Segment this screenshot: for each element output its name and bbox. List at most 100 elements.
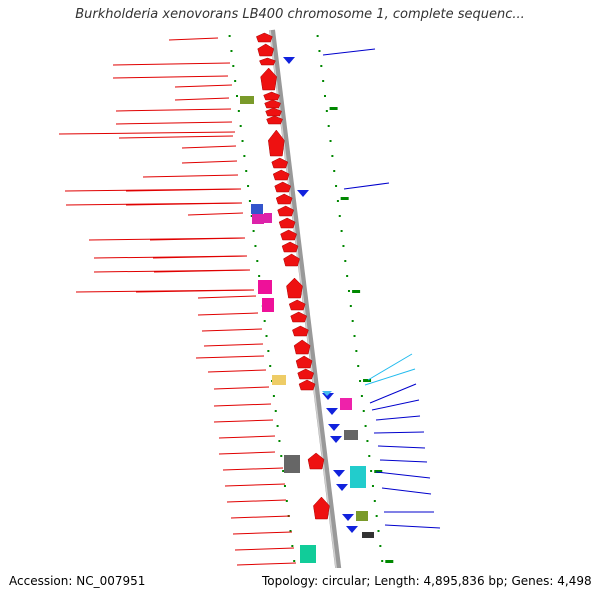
gene-feature-red xyxy=(256,32,273,43)
ring-dot-outer xyxy=(351,320,354,322)
ring-dot-inner xyxy=(289,530,292,532)
ring-dot-inner xyxy=(228,35,231,37)
ring-dot-outer xyxy=(347,290,350,292)
gene-feature-magenta xyxy=(252,214,264,224)
ring-dot-outer xyxy=(381,560,384,562)
ring-dot-inner xyxy=(252,230,255,232)
gene-feature-magenta xyxy=(264,213,272,223)
left-leader-line xyxy=(115,108,232,112)
left-leader-line xyxy=(125,188,242,192)
ring-dot-outer xyxy=(335,185,338,187)
backbone-layer xyxy=(269,29,346,600)
gene-feature-red xyxy=(295,355,313,369)
right-leader-line xyxy=(381,487,432,495)
gene-feature-red xyxy=(264,99,281,109)
gene-feature-red xyxy=(274,181,292,193)
kbp-tick-mark xyxy=(340,197,349,200)
ring-dot-outer xyxy=(377,530,380,532)
gene-feature-red xyxy=(271,157,289,169)
ring-dot-inner xyxy=(258,275,261,277)
gene-feature-dark xyxy=(362,532,374,538)
ring-dot-outer xyxy=(318,50,321,52)
left-leader-line xyxy=(115,121,233,125)
left-leader-line xyxy=(222,467,284,471)
gene-feature-magenta xyxy=(340,398,352,410)
ring-dot-outer xyxy=(355,350,358,352)
gene-feature-red xyxy=(298,379,316,391)
gene-feature-red xyxy=(265,107,282,117)
ring-dot-inner xyxy=(245,170,248,172)
left-leader-line xyxy=(207,369,267,373)
ring-dot-inner xyxy=(265,335,268,337)
ring-dot-inner xyxy=(272,395,275,397)
ring-dot-outer xyxy=(338,215,341,217)
gene-feature-teal xyxy=(300,545,316,563)
left-leader-line xyxy=(174,84,233,88)
left-leader-line xyxy=(149,237,246,241)
ring-dot-outer xyxy=(323,95,326,97)
gene-feature-red xyxy=(260,67,277,91)
ring-dot-inner xyxy=(248,200,251,202)
ring-dot-outer xyxy=(329,140,332,142)
right-leader-line xyxy=(322,48,376,56)
gene-feature-red xyxy=(297,368,315,380)
gene-feature-red xyxy=(277,205,294,217)
ring-dot-inner xyxy=(267,350,270,352)
gene-feature-red xyxy=(307,452,325,470)
left-leader-line xyxy=(234,547,295,551)
rna-feature-cyan xyxy=(322,391,332,396)
ring-dot-outer xyxy=(320,65,323,67)
gene-feature-blue-arrow xyxy=(328,424,340,431)
ring-dot-outer xyxy=(346,275,349,277)
left-leader-line xyxy=(181,145,237,149)
ring-dot-inner xyxy=(241,140,244,142)
gene-feature-blue-arrow xyxy=(297,190,309,197)
ring-dot-inner xyxy=(256,260,259,262)
left-leader-line xyxy=(213,419,274,423)
ring-dot-outer xyxy=(379,545,382,547)
gene-feature-cyan xyxy=(350,466,366,488)
ring-dot-inner xyxy=(293,560,296,562)
left-leader-line xyxy=(153,269,251,273)
gene-feature-red xyxy=(280,229,297,241)
footer-band xyxy=(0,568,600,600)
gene-feature-red xyxy=(281,241,299,253)
gene-feature-red xyxy=(292,325,309,337)
gene-feature-red xyxy=(293,339,311,355)
right-leader-line xyxy=(377,445,426,449)
kbp-tick-mark xyxy=(385,560,394,563)
gene-feature-red xyxy=(259,57,276,66)
ring-dot-outer xyxy=(373,500,376,502)
kbp-tick-mark xyxy=(329,107,338,110)
left-leader-line xyxy=(224,483,286,487)
ring-dot-inner xyxy=(235,95,238,97)
ring-dot-outer xyxy=(322,80,325,82)
left-leader-line xyxy=(118,135,234,139)
gene-feature-red xyxy=(263,91,280,101)
gene-feature-blue-arrow xyxy=(326,408,338,415)
left-leader-line xyxy=(218,451,276,455)
ring-dot-outer xyxy=(349,305,352,307)
gene-feature-blue-arrow xyxy=(346,526,358,533)
ring-dot-outer xyxy=(333,170,336,172)
right-leader-line xyxy=(379,459,428,463)
left-leader-line xyxy=(197,295,257,299)
kbp-tick-mark xyxy=(374,470,383,473)
left-leader-line xyxy=(187,212,244,216)
ring-dot-outer xyxy=(370,470,373,472)
gene-feature-blue-arrow xyxy=(330,436,342,443)
map-title: Burkholderia xenovorans LB400 chromosome… xyxy=(75,7,525,22)
gene-feature-blue-arrow xyxy=(283,57,295,64)
left-leader-line xyxy=(142,174,239,178)
rna-feature-olive xyxy=(240,96,254,104)
ring-dot-inner xyxy=(285,500,288,502)
left-leader-line xyxy=(174,97,230,101)
ring-dot-outer xyxy=(353,335,356,337)
ring-dot-outer xyxy=(316,35,319,37)
ring-dot-inner xyxy=(269,365,272,367)
ring-dot-inner xyxy=(230,50,233,52)
gene-feature-red xyxy=(275,193,293,205)
left-leader-line xyxy=(181,160,238,164)
ring-dot-inner xyxy=(254,245,257,247)
